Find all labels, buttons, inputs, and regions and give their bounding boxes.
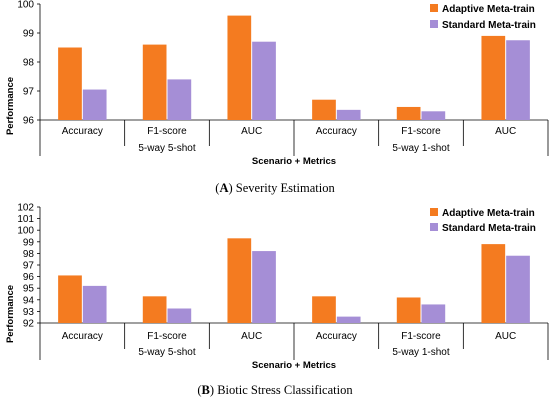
y-tick-label: 99 [23, 29, 35, 40]
legend-swatch [430, 208, 438, 216]
legend-label: Adaptive Meta-train [442, 4, 535, 15]
y-tick-label: 99 [23, 237, 35, 248]
adaptive-bar [312, 99, 336, 120]
caption-text: Biotic Stress Classification [217, 383, 353, 397]
category-label: Accuracy [62, 126, 103, 137]
adaptive-bar [396, 297, 421, 323]
y-tick-label: 98 [23, 249, 35, 260]
y-tick-label: 92 [23, 319, 35, 330]
category-label: AUC [241, 126, 262, 137]
y-tick-label: 97 [23, 87, 35, 98]
standard-bar [82, 285, 107, 323]
category-label: F1-score [401, 331, 441, 342]
y-tick-label: 94 [23, 295, 35, 306]
category-label: Accuracy [316, 126, 357, 137]
category-label: AUC [495, 331, 516, 342]
group-label: 5-way 5-shot [138, 347, 195, 358]
legend-label: Standard Meta-train [442, 20, 536, 31]
legend-label: Standard Meta-train [442, 223, 536, 234]
standard-bar [336, 109, 361, 120]
standard-bar [252, 41, 276, 121]
x-axis-title: Scenario + Metrics [252, 156, 336, 167]
caption-close: ) [228, 181, 235, 195]
y-tick-label: 98 [23, 58, 35, 69]
standard-bar [336, 316, 361, 323]
caption-letter: A [219, 181, 228, 195]
standard-bar [506, 255, 530, 323]
category-label: AUC [495, 126, 516, 137]
group-label: 5-way 5-shot [138, 143, 195, 154]
category-label: F1-score [401, 126, 441, 137]
group-label: 5-way 1-shot [392, 143, 449, 154]
adaptive-bar [312, 296, 336, 323]
caption-letter: B [202, 383, 210, 397]
standard-bar [421, 304, 446, 323]
adaptive-bar [142, 44, 167, 120]
standard-bar [167, 79, 192, 120]
standard-bar [82, 89, 107, 120]
x-axis-title: Scenario + Metrics [252, 360, 336, 371]
y-tick-label: 102 [17, 203, 34, 214]
category-label: AUC [241, 331, 262, 342]
caption-text: Severity Estimation [236, 181, 336, 195]
figure-caption: (B) Biotic Stress Classification [197, 383, 353, 397]
adaptive-bar [481, 35, 506, 120]
y-axis-title: Performance [5, 77, 16, 135]
y-tick-label: 100 [17, 0, 34, 11]
adaptive-bar [58, 275, 82, 323]
adaptive-bar [227, 15, 252, 121]
figure-caption: (A) Severity Estimation [215, 181, 335, 195]
standard-bar [167, 308, 192, 323]
legend-swatch [430, 223, 438, 231]
adaptive-bar [481, 244, 506, 323]
caption-open: ( [215, 181, 219, 195]
standard-bar [506, 40, 530, 120]
category-label: Accuracy [62, 331, 103, 342]
caption-open: ( [197, 383, 201, 397]
category-label: Accuracy [316, 331, 357, 342]
chart-a: 96 97 98 99 100 Performance Accuracy F1-score AU… [5, 0, 549, 195]
y-tick-label: 93 [23, 307, 35, 318]
y-tick-label: 101 [17, 214, 34, 225]
y-tick-label: 97 [23, 261, 35, 272]
adaptive-bar [142, 296, 167, 323]
y-tick-label: 95 [23, 284, 35, 295]
category-label: F1-score [147, 331, 187, 342]
y-tick-label: 96 [23, 272, 35, 283]
y-axis-title: Performance [5, 285, 16, 343]
y-tick-label: 96 [23, 116, 35, 127]
legend-swatch [430, 4, 438, 12]
y-tick-label: 100 [17, 226, 34, 237]
standard-bar [252, 251, 276, 323]
standard-bar [421, 111, 446, 120]
legend-swatch [430, 20, 438, 28]
adaptive-bar [396, 106, 421, 120]
group-label: 5-way 1-shot [392, 347, 449, 358]
caption-close: ) [210, 383, 217, 397]
adaptive-bar [58, 47, 82, 120]
category-label: F1-score [147, 126, 187, 137]
adaptive-bar [227, 238, 252, 323]
legend-label: Adaptive Meta-train [442, 208, 535, 219]
